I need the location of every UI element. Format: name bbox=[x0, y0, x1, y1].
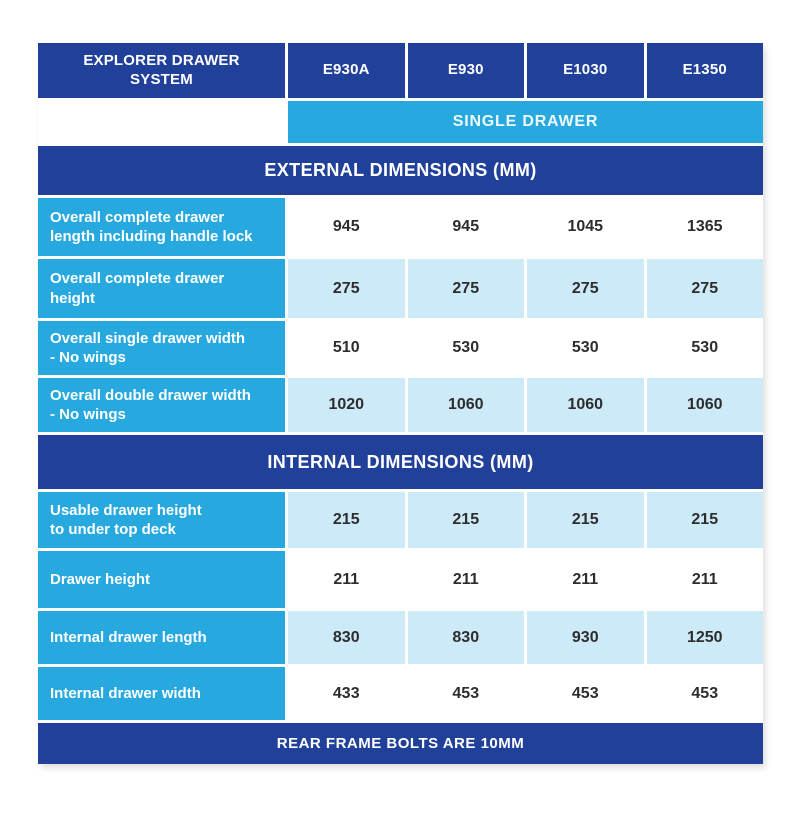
value-cell: 830 bbox=[288, 611, 405, 664]
row-label-internal-length: Internal drawer length bbox=[38, 611, 285, 664]
value-cell: 453 bbox=[407, 667, 524, 720]
value-cell: 453 bbox=[527, 667, 644, 720]
row-label-single-width: Overall single drawer width - No wings bbox=[38, 321, 285, 375]
value-cell: 1365 bbox=[646, 198, 763, 256]
section-title-external-dimensions: EXTERNAL DIMENSIONS (MM) bbox=[38, 146, 763, 195]
column-header-e930a: E930A bbox=[288, 43, 405, 98]
value-cell: 275 bbox=[288, 259, 405, 318]
value-cell: 510 bbox=[288, 321, 405, 375]
value-cell: 1250 bbox=[646, 611, 763, 664]
value-cell: 930 bbox=[527, 611, 644, 664]
value-cell: 530 bbox=[407, 321, 524, 375]
row-label-overall-length: Overall complete drawer length including… bbox=[38, 198, 285, 256]
value-cell: 1060 bbox=[646, 378, 763, 432]
row-label-overall-height: Overall complete drawer height bbox=[38, 259, 285, 318]
value-cell: 433 bbox=[288, 667, 405, 720]
row-label-usable-height: Usable drawer height to under top deck bbox=[38, 492, 285, 548]
row-label-drawer-height: Drawer height bbox=[38, 551, 285, 608]
column-header-e1350: E1350 bbox=[646, 43, 763, 98]
row-label-double-width: Overall double drawer width - No wings bbox=[38, 378, 285, 432]
value-cell: 211 bbox=[407, 551, 524, 608]
value-cell: 215 bbox=[646, 492, 763, 548]
value-cell: 1060 bbox=[527, 378, 644, 432]
value-cell: 215 bbox=[527, 492, 644, 548]
spacer-cell bbox=[38, 101, 285, 143]
value-cell: 1020 bbox=[288, 378, 405, 432]
value-cell: 945 bbox=[288, 198, 405, 256]
value-cell: 275 bbox=[527, 259, 644, 318]
drawer-spec-table: EXPLORER DRAWER SYSTEM E930A E930 E1030 … bbox=[38, 43, 763, 764]
value-cell: 275 bbox=[407, 259, 524, 318]
column-header-e930: E930 bbox=[407, 43, 524, 98]
column-header-e1030: E1030 bbox=[527, 43, 644, 98]
value-cell: 211 bbox=[646, 551, 763, 608]
value-cell: 1045 bbox=[527, 198, 644, 256]
value-cell: 830 bbox=[407, 611, 524, 664]
table-title: EXPLORER DRAWER SYSTEM bbox=[38, 43, 285, 98]
value-cell: 215 bbox=[407, 492, 524, 548]
value-cell: 211 bbox=[288, 551, 405, 608]
section-title-internal-dimensions: INTERNAL DIMENSIONS (MM) bbox=[38, 435, 763, 489]
footer-note: REAR FRAME BOLTS ARE 10MM bbox=[38, 723, 763, 764]
value-cell: 453 bbox=[646, 667, 763, 720]
value-cell: 530 bbox=[527, 321, 644, 375]
value-cell: 275 bbox=[646, 259, 763, 318]
value-cell: 211 bbox=[527, 551, 644, 608]
value-cell: 945 bbox=[407, 198, 524, 256]
value-cell: 1060 bbox=[407, 378, 524, 432]
row-label-internal-width: Internal drawer width bbox=[38, 667, 285, 720]
value-cell: 530 bbox=[646, 321, 763, 375]
value-cell: 215 bbox=[288, 492, 405, 548]
subheader-single-drawer: SINGLE DRAWER bbox=[288, 101, 763, 143]
